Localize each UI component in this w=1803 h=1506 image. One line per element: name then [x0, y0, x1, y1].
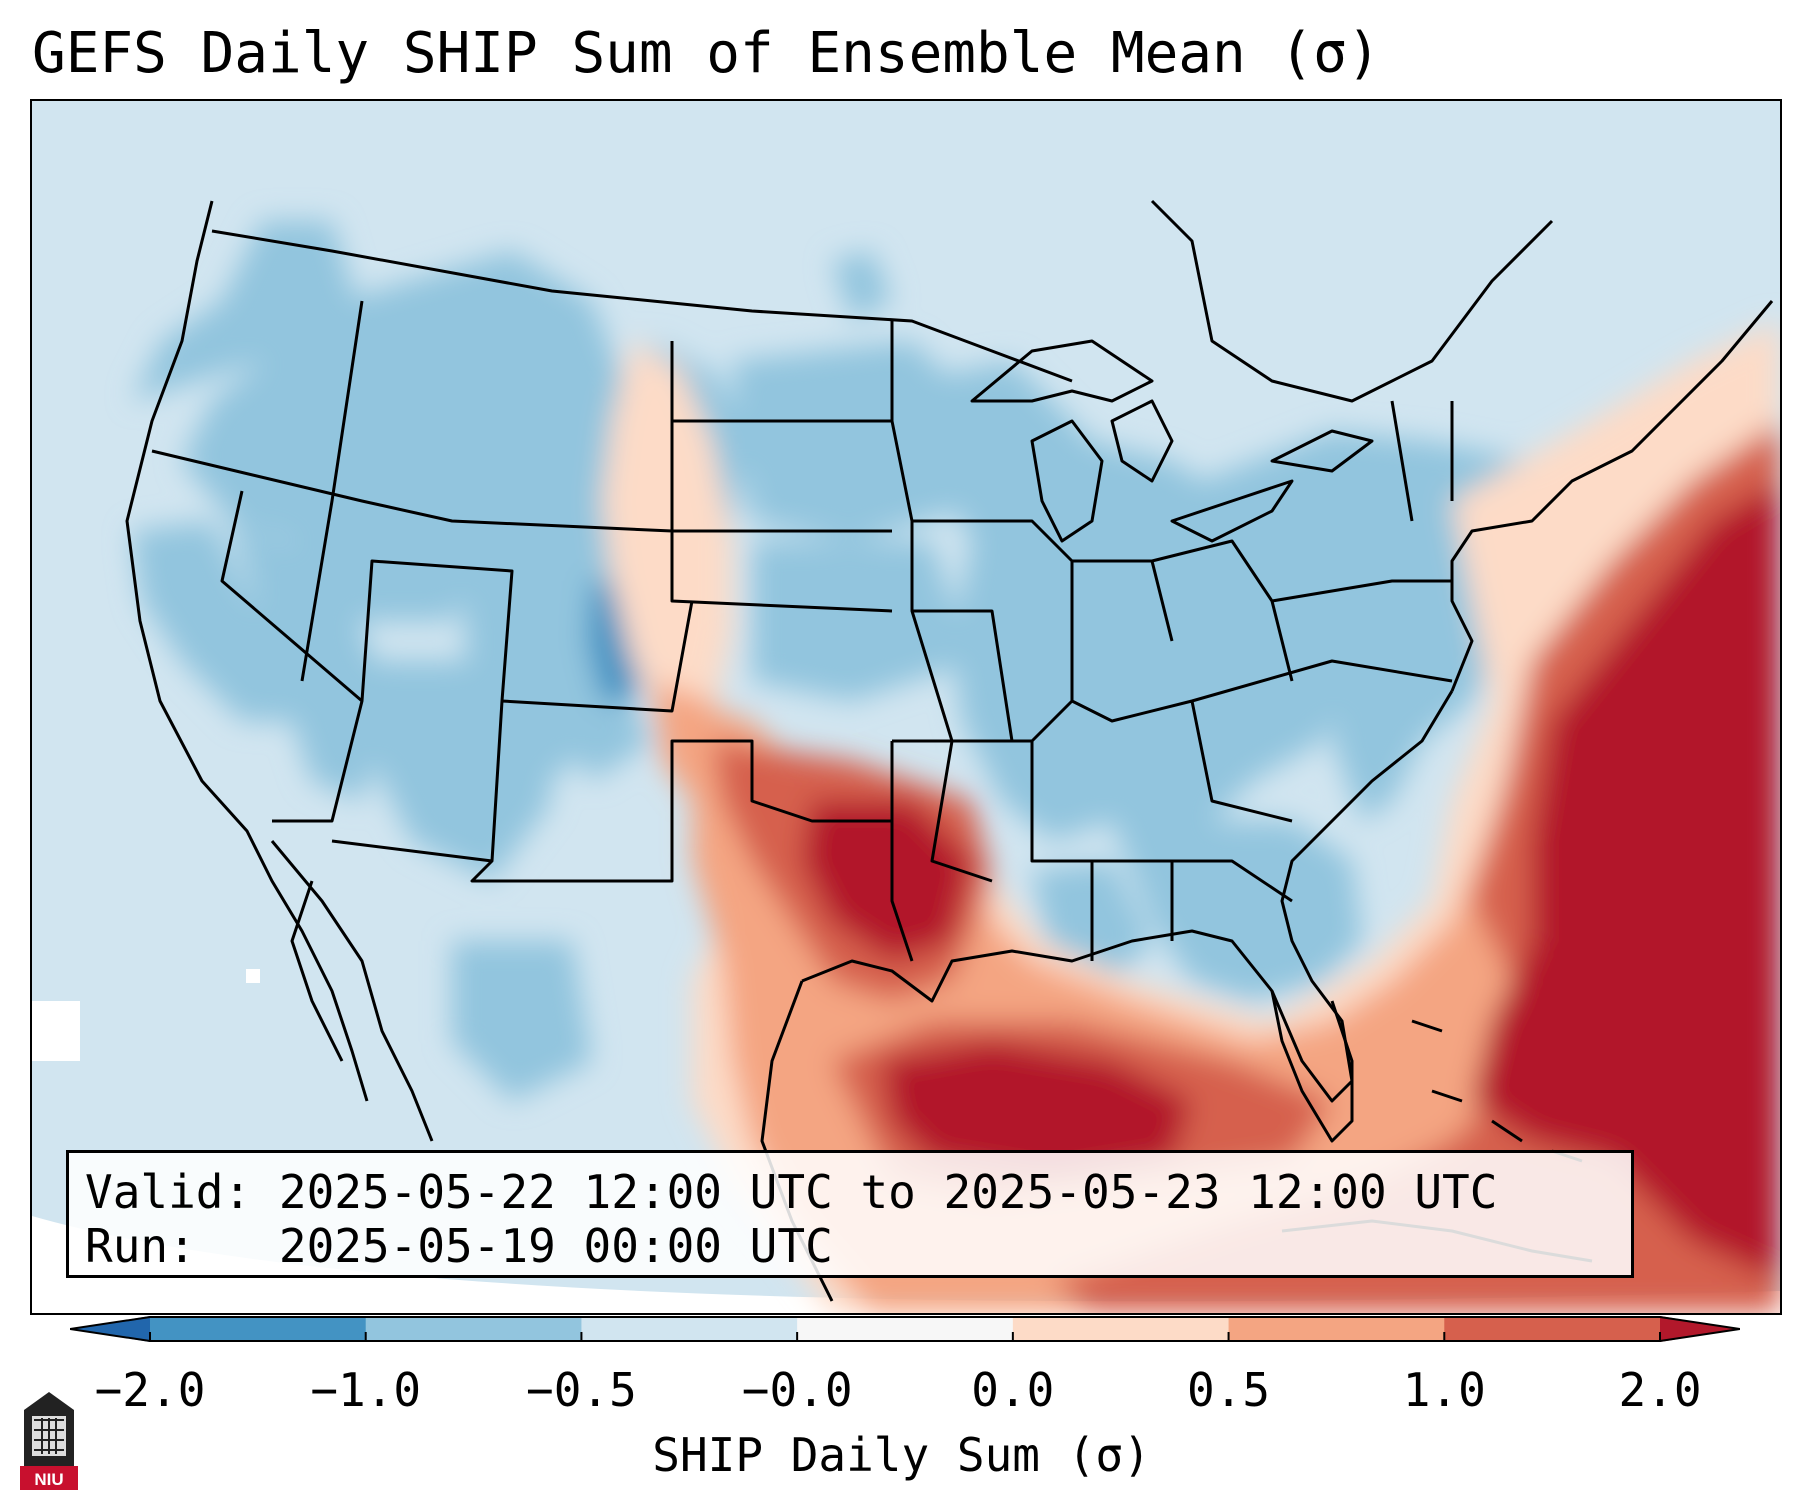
- ship-map: [32, 101, 1780, 1313]
- run-label: Run:: [85, 1219, 196, 1273]
- run-line: Run: 2025-05-19 00:00 UTC: [85, 1219, 1615, 1273]
- baja-california: [270, 840, 434, 1142]
- colorbar-tick-label: 0.0: [971, 1363, 1055, 1417]
- projection-edge: [32, 1216, 1780, 1313]
- colorbar-bin: [1228, 1316, 1445, 1342]
- valid-line: Valid: 2025-05-22 12:00 UTC to 2025-05-2…: [85, 1165, 1615, 1219]
- page-title: GEFS Daily SHIP Sum of Ensemble Mean (σ): [32, 21, 1381, 86]
- colorbar: [70, 1316, 1740, 1342]
- colorbar-extend-high: [1660, 1316, 1740, 1342]
- state-lines: [151, 300, 1454, 962]
- colorbar-bins: [150, 1316, 1661, 1342]
- gulf-coast: [801, 690, 1454, 1103]
- colorbar-tick-label: −2.0: [94, 1363, 206, 1417]
- colorbar-tick-label: −0.5: [526, 1363, 637, 1417]
- colorbar-outline: [70, 1316, 1740, 1342]
- colorbar-bin: [150, 1316, 367, 1342]
- bahamas: [1411, 1019, 1583, 1163]
- colorbar-bin: [581, 1316, 798, 1342]
- colorbar-tick-label: 1.0: [1402, 1363, 1486, 1417]
- missing-data-patch: [246, 969, 260, 983]
- missing-data-patch: [32, 1001, 80, 1061]
- valid-label: Valid:: [85, 1165, 252, 1219]
- valid-run-info-box: Valid: 2025-05-22 12:00 UTC to 2025-05-2…: [66, 1150, 1634, 1278]
- colorbar-extend-low: [70, 1316, 150, 1342]
- colorbar-tick-label: −0.0: [741, 1363, 853, 1417]
- logo-text: NIU: [34, 1470, 63, 1489]
- valid-value: 2025-05-22 12:00 UTC to 2025-05-23 12:00…: [278, 1165, 1498, 1219]
- colorbar-bin: [365, 1316, 582, 1342]
- canada-border: [211, 229, 1073, 383]
- colorbar-bin: [1012, 1316, 1230, 1342]
- colorbar-tick-label: 2.0: [1618, 1363, 1702, 1417]
- florida: [1270, 990, 1354, 1143]
- colorbar-label: SHIP Daily Sum (σ): [652, 1428, 1151, 1482]
- hudson-bay-coast: [1150, 199, 1554, 403]
- east-coast: [1450, 300, 1774, 692]
- boundaries: [125, 199, 1774, 1302]
- field-dark-red: [802, 481, 1780, 1281]
- run-value: 2025-05-19 00:00 UTC: [278, 1219, 833, 1273]
- colorbar-bin: [797, 1316, 1014, 1342]
- map-panel: [30, 99, 1782, 1315]
- great-lakes: [970, 339, 1374, 543]
- west-coast: [125, 200, 369, 1102]
- field-layers: [132, 221, 1780, 1313]
- colorbar-tick-label: 0.5: [1187, 1363, 1271, 1417]
- colorbar-tick-label: −1.0: [310, 1363, 422, 1417]
- colorbar-bin: [1444, 1316, 1661, 1342]
- niu-logo: NIU: [20, 1392, 78, 1490]
